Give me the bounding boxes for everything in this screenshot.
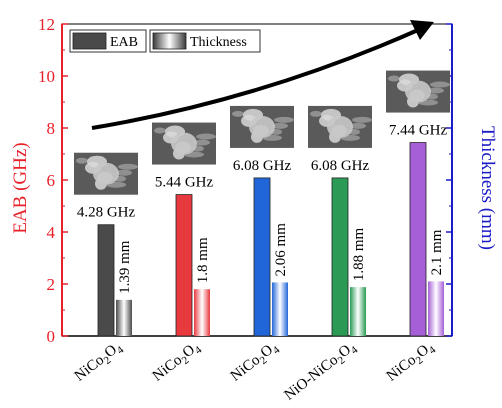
thickness-data-label: 2.06 mm [273,223,289,277]
trend-arrow [91,28,419,130]
eab-bar [253,177,271,337]
sem-image [230,105,294,148]
x-tick-label: NiCo2O4 [384,338,439,387]
bars [97,142,444,337]
sem-insets [74,70,450,195]
x-tick-label: NiCo2O4 [228,338,283,387]
x-tick-label: NiCo2O4 [72,338,127,387]
eab-data-label: 6.08 GHz [233,158,292,174]
sem-image [74,152,138,195]
thickness-data-label: 1.88 mm [351,227,367,281]
x-tick-label: NiO-NiCo2O4 [281,338,360,406]
left-tick-label: 4 [47,223,56,242]
legend: EAB Thickness [69,29,261,53]
left-tick-label: 12 [38,15,55,34]
eab-bar [175,194,193,337]
trend-arrow-head [410,20,434,40]
thickness-data-label: 1.8 mm [195,237,211,283]
x-tick-label: NiCo2O4 [150,338,205,387]
left-tick-label: 8 [47,119,56,138]
eab-data-label: 6.08 GHz [311,158,370,174]
thickness-data-label: 1.39 mm [117,240,133,294]
left-tick-label: 10 [38,67,55,86]
sem-image [308,105,372,148]
eab-data-label: 5.44 GHz [155,175,214,191]
left-tick-label: 6 [47,171,56,190]
thickness-data-label: 2.1 mm [429,229,445,275]
eab-bar [97,224,115,337]
eab-data-label: 4.28 GHz [77,205,136,221]
left-tick-label: 2 [47,275,56,294]
legend-label-eab: EAB [110,35,138,50]
y-axis-label: EAB (GHz) [10,142,31,233]
eab-bar [331,177,349,337]
legend-swatch-eab [72,32,107,50]
eab-bar [409,142,427,337]
thickness-bar [194,289,210,336]
eab-data-label: 7.44 GHz [389,123,448,139]
thickness-bar [116,299,132,336]
left-tick-label: 0 [47,327,56,346]
sem-image [152,122,216,165]
legend-swatch-thickness [152,32,187,50]
thickness-bar [428,281,444,336]
y2-axis-label: Thickness (mm) [477,126,498,250]
axis-ticks: 0 2 4 6 8 10 12 [38,15,452,346]
thickness-bar [272,282,288,336]
sem-image [386,70,450,113]
thickness-bar [350,287,366,336]
data-labels: 4.28 GHz 1.39 mm 5.44 GHz 1.8 mm 6.08 GHz 2.0… [77,123,448,294]
legend-label-thickness: Thickness [190,35,247,50]
